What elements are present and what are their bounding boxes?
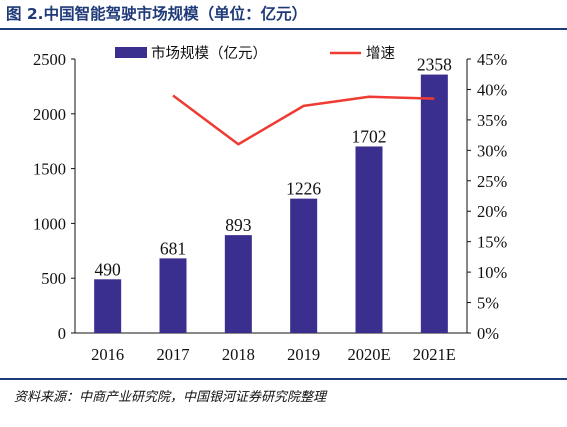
left-axis-ticks: 0 500 1000 1500 2000 2500 — [33, 50, 75, 343]
title-divider — [0, 28, 567, 30]
left-tick-label: 1000 — [33, 214, 66, 233]
plot-frame — [74, 59, 468, 334]
right-tick-label: 20% — [477, 202, 508, 221]
x-tick-label: 2018 — [222, 345, 255, 364]
right-tick-label: 35% — [477, 111, 508, 130]
bar-label-2017: 681 — [160, 238, 186, 258]
source-note: 资料来源：中商产业研究院，中国银河证券研究院整理 — [14, 390, 327, 405]
bar-label-2016: 490 — [95, 259, 122, 279]
left-tick-label: 1500 — [33, 160, 66, 179]
x-tick-label: 2020E — [347, 345, 390, 364]
x-tick-label: 2016 — [91, 345, 124, 364]
bar-series — [94, 74, 448, 333]
right-axis-ticks: 0% 5% 10% 15% 20% 25% 30% 35% 40% 45% — [467, 50, 508, 343]
left-tick-label: 2000 — [33, 105, 66, 124]
bar-2017 — [159, 258, 187, 333]
bar-data-labels: 490 681 893 1226 1702 2358 — [95, 55, 453, 280]
left-tick-label: 500 — [41, 269, 66, 288]
legend-bar-label: 市场规模（亿元） — [151, 45, 267, 62]
chart-canvas: 490 681 893 1226 1702 2358 0 500 1000 1500 2000 25… — [33, 45, 508, 364]
bar-2016 — [94, 279, 122, 333]
legend: 市场规模（亿元） 增速 — [115, 45, 395, 62]
bar-2020E — [355, 146, 383, 333]
bar-label-2019: 1226 — [286, 179, 321, 199]
growth-line — [172, 94, 435, 146]
bar-label-2018: 893 — [225, 215, 252, 235]
bar-2019 — [290, 198, 318, 333]
left-tick-label: 0 — [58, 324, 66, 343]
x-tick-label: 2017 — [157, 345, 190, 364]
bar-label-2021E: 2358 — [417, 55, 452, 75]
bar-label-2020E: 1702 — [352, 126, 387, 146]
right-tick-label: 40% — [477, 80, 508, 99]
x-tick-label: 2019 — [287, 345, 320, 364]
chart-title: 图 2.中国智能驾驶市场规模（单位：亿元） — [6, 5, 308, 23]
right-tick-label: 5% — [477, 294, 499, 313]
right-tick-label: 25% — [477, 172, 508, 191]
source-divider — [0, 378, 567, 380]
left-tick-label: 2500 — [33, 50, 66, 69]
right-tick-label: 45% — [477, 50, 508, 69]
growth-line-series — [172, 94, 435, 146]
right-tick-label: 10% — [477, 263, 508, 282]
right-tick-label: 30% — [477, 141, 508, 160]
legend-line-label: 增速 — [366, 45, 395, 62]
x-axis-ticks: 2016 2017 2018 2019 2020E 2021E — [91, 345, 456, 364]
right-tick-label: 0% — [477, 324, 499, 343]
legend-bar-swatch — [115, 47, 147, 58]
bar-2021E — [420, 74, 448, 333]
right-tick-label: 15% — [477, 233, 508, 252]
bar-2018 — [224, 235, 252, 333]
x-tick-label: 2021E — [413, 345, 456, 364]
